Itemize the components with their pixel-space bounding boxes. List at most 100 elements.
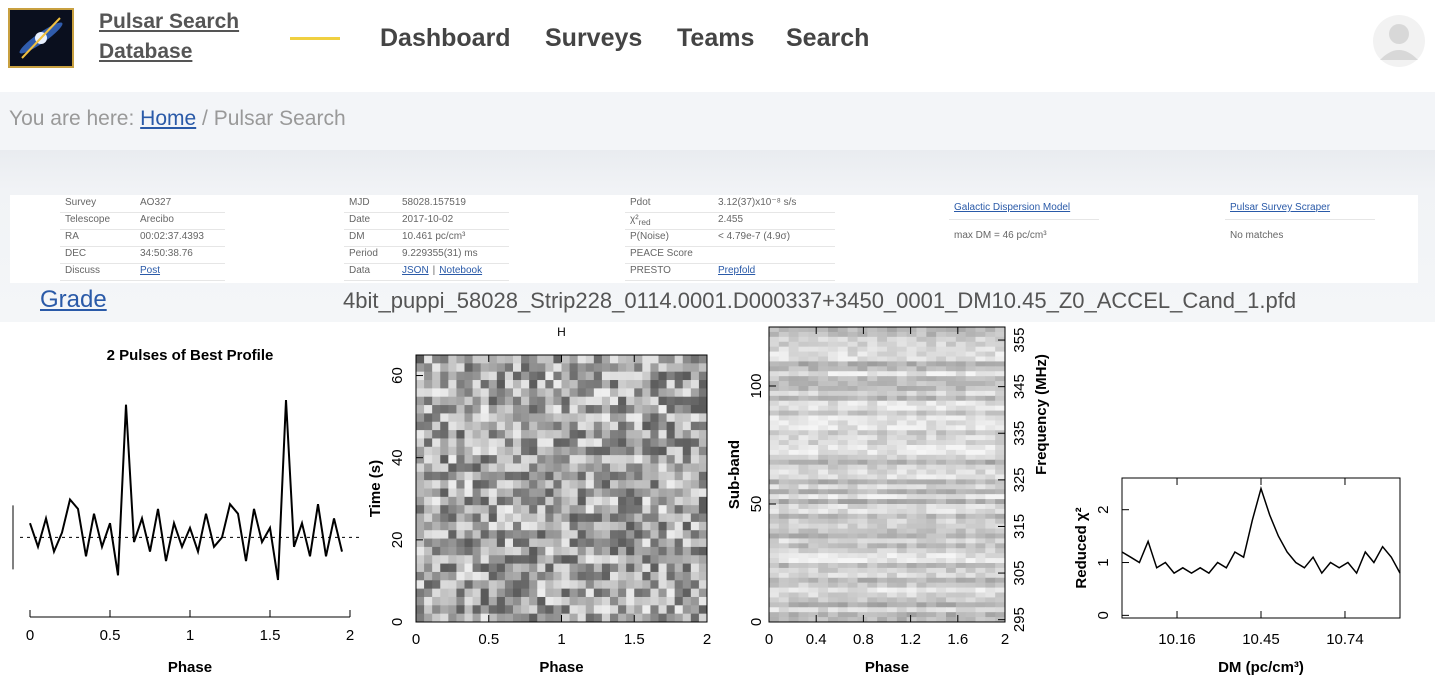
intensity-pixel xyxy=(966,327,976,332)
intensity-pixel xyxy=(675,447,684,456)
intensity-pixel xyxy=(926,568,936,573)
intensity-pixel xyxy=(505,614,514,623)
intensity-pixel xyxy=(936,524,946,529)
intensity-pixel xyxy=(489,413,498,422)
intensity-pixel xyxy=(818,475,828,480)
intensity-pixel xyxy=(473,522,482,531)
intensity-pixel xyxy=(586,447,595,456)
intensity-pixel xyxy=(966,573,976,578)
intensity-pixel xyxy=(799,332,809,337)
intensity-pixel xyxy=(838,376,848,381)
intensity-pixel xyxy=(789,430,799,435)
intensity-pixel xyxy=(995,529,1005,534)
intensity-pixel xyxy=(513,388,522,397)
intensity-pixel xyxy=(432,405,441,414)
intensity-pixel xyxy=(966,593,976,598)
x-tick-label: 0 xyxy=(412,631,420,648)
intensity-pixel xyxy=(789,607,799,612)
intensity-pixel xyxy=(562,555,571,564)
intensity-pixel xyxy=(602,413,611,422)
intensity-pixel xyxy=(867,593,877,598)
intensity-pixel xyxy=(505,489,514,498)
intensity-pixel xyxy=(618,363,627,372)
intensity-pixel xyxy=(926,479,936,484)
intensity-pixel xyxy=(675,489,684,498)
intensity-pixel xyxy=(610,363,619,372)
intensity-pixel xyxy=(818,425,828,430)
intensity-pixel xyxy=(448,447,457,456)
intensity-pixel xyxy=(867,376,877,381)
intensity-pixel xyxy=(995,543,1005,548)
intensity-pixel xyxy=(553,413,562,422)
intensity-pixel xyxy=(917,435,927,440)
intensity-pixel xyxy=(769,534,779,539)
intensity-pixel xyxy=(586,539,595,548)
intensity-pixel xyxy=(789,583,799,588)
intensity-pixel xyxy=(956,583,966,588)
intensity-pixel xyxy=(769,347,779,352)
intensity-pixel xyxy=(779,509,789,514)
intensity-pixel xyxy=(956,425,966,430)
intensity-pixel xyxy=(917,416,927,421)
intensity-pixel xyxy=(602,455,611,464)
intensity-pixel xyxy=(966,519,976,524)
intensity-pixel xyxy=(976,602,986,607)
intensity-pixel xyxy=(659,380,668,389)
intensity-pixel xyxy=(537,564,546,573)
intensity-pixel xyxy=(529,580,538,589)
intensity-pixel xyxy=(578,614,587,623)
intensity-pixel xyxy=(946,484,956,489)
intensity-pixel xyxy=(867,357,877,362)
intensity-pixel xyxy=(936,504,946,509)
intensity-pixel xyxy=(481,514,490,523)
intensity-pixel xyxy=(907,411,917,416)
intensity-pixel xyxy=(976,391,986,396)
intensity-pixel xyxy=(586,480,595,489)
intensity-pixel xyxy=(610,355,619,364)
intensity-pixel xyxy=(976,381,986,386)
intensity-pixel xyxy=(976,612,986,617)
intensity-pixel xyxy=(416,580,425,589)
intensity-pixel xyxy=(691,505,700,514)
intensity-pixel xyxy=(976,361,986,366)
intensity-pixel xyxy=(867,352,877,357)
intensity-pixel xyxy=(789,509,799,514)
intensity-pixel xyxy=(917,534,927,539)
intensity-pixel xyxy=(995,578,1005,583)
intensity-pixel xyxy=(808,553,818,558)
intensity-pixel xyxy=(858,352,868,357)
intensity-pixel xyxy=(659,530,668,539)
intensity-pixel xyxy=(907,475,917,480)
intensity-pixel xyxy=(553,539,562,548)
intensity-pixel xyxy=(828,357,838,362)
intensity-pixel xyxy=(995,504,1005,509)
intensity-pixel xyxy=(618,455,627,464)
intensity-pixel xyxy=(618,614,627,623)
intensity-pixel xyxy=(432,564,441,573)
intensity-pixel xyxy=(956,553,966,558)
intensity-pixel xyxy=(828,529,838,534)
intensity-pixel xyxy=(808,371,818,376)
intensity-pixel xyxy=(440,405,449,414)
intensity-pixel xyxy=(432,413,441,422)
intensity-pixel xyxy=(521,564,530,573)
intensity-pixel xyxy=(432,397,441,406)
intensity-pixel xyxy=(917,529,927,534)
intensity-pixel xyxy=(956,543,966,548)
intensity-pixel xyxy=(926,342,936,347)
intensity-pixel xyxy=(995,337,1005,342)
intensity-pixel xyxy=(956,357,966,362)
intensity-pixel xyxy=(667,530,676,539)
intensity-pixel xyxy=(634,605,643,614)
intensity-pixel xyxy=(907,420,917,425)
intensity-pixel xyxy=(897,425,907,430)
intensity-pixel xyxy=(976,489,986,494)
intensity-pixel xyxy=(513,489,522,498)
intensity-pixel xyxy=(675,380,684,389)
intensity-pixel xyxy=(926,534,936,539)
intensity-pixel xyxy=(858,332,868,337)
intensity-pixel xyxy=(858,607,868,612)
intensity-pixel xyxy=(691,380,700,389)
intensity-pixel xyxy=(897,484,907,489)
intensity-pixel xyxy=(926,361,936,366)
